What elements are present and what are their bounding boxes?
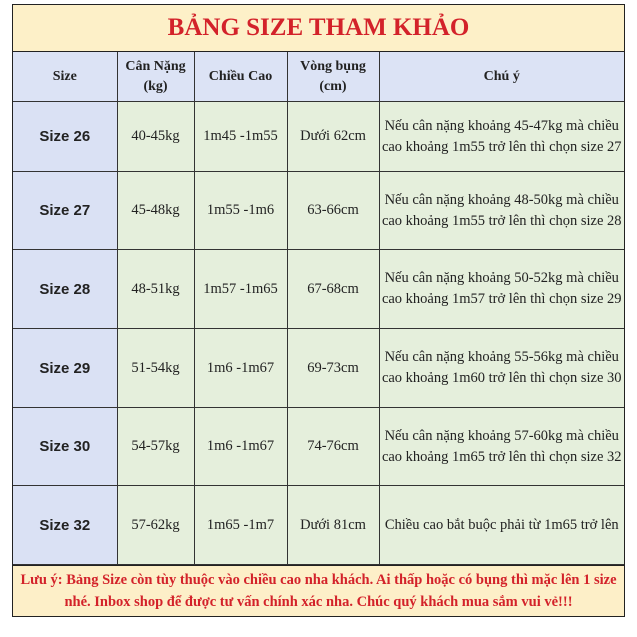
header-waist: Vòng bụng (cm)	[286, 52, 380, 102]
note-cell: Nếu cân nặng khoảng 45-47kg mà chiều cao…	[378, 101, 624, 172]
size-cell: Size 30	[13, 407, 118, 486]
table-row: Size 28 48-51kg 1m57 -1m65 67-68cm Nếu cân n…	[13, 249, 624, 329]
note-cell: Chiều cao bắt buộc phải từ 1m65 trở lên	[378, 485, 624, 565]
height-cell: 1m57 -1m65	[193, 249, 288, 329]
weight-cell: 40-45kg	[116, 101, 195, 172]
weight-cell: 51-54kg	[116, 328, 195, 408]
table-row: Size 26 40-45kg 1m45 -1m55 Dưới 62cm Nếu cân…	[13, 101, 624, 172]
header-note: Chú ý	[378, 52, 624, 102]
size-cell: Size 27	[13, 171, 118, 250]
size-cell: Size 29	[13, 328, 118, 408]
height-cell: 1m65 -1m7	[193, 485, 288, 565]
size-table: Size Cân Nặng (kg) Chiều Cao Vòng bụng (…	[13, 52, 624, 565]
height-cell: 1m6 -1m67	[193, 328, 288, 408]
height-cell: 1m45 -1m55	[193, 101, 288, 172]
header-height: Chiều Cao	[193, 52, 288, 102]
height-cell: 1m6 -1m67	[193, 407, 288, 486]
header-size: Size	[13, 52, 118, 102]
size-cell: Size 28	[13, 249, 118, 329]
weight-cell: 48-51kg	[116, 249, 195, 329]
size-chart: BẢNG SIZE THAM KHẢO Size Cân Nặng (kg) C…	[12, 4, 625, 617]
weight-cell: 57-62kg	[116, 485, 195, 565]
waist-cell: 63-66cm	[286, 171, 380, 250]
table-row: Size 29 51-54kg 1m6 -1m67 69-73cm Nếu cân nặ…	[13, 328, 624, 408]
header-weight: Cân Nặng (kg)	[116, 52, 195, 102]
weight-cell: 54-57kg	[116, 407, 195, 486]
height-cell: 1m55 -1m6	[193, 171, 288, 250]
size-cell: Size 32	[13, 485, 118, 565]
note-cell: Nếu cân nặng khoảng 55-56kg mà chiều cao…	[378, 328, 624, 408]
waist-cell: 67-68cm	[286, 249, 380, 329]
waist-cell: 74-76cm	[286, 407, 380, 486]
size-cell: Size 26	[13, 101, 118, 172]
table-row: Size 27 45-48kg 1m55 -1m6 63-66cm Nếu cân nặ…	[13, 171, 624, 250]
table-row: Size 32 57-62kg 1m65 -1m7 Dưới 81cm Chiều ca…	[13, 485, 624, 565]
waist-cell: 69-73cm	[286, 328, 380, 408]
footer-note: Lưu ý: Bảng Size còn tùy thuộc vào chiều…	[13, 565, 624, 616]
table-row: Size 30 54-57kg 1m6 -1m67 74-76cm Nếu cân nặ…	[13, 407, 624, 486]
header-row: Size Cân Nặng (kg) Chiều Cao Vòng bụng (…	[13, 52, 624, 102]
waist-cell: Dưới 81cm	[286, 485, 380, 565]
chart-title: BẢNG SIZE THAM KHẢO	[13, 5, 624, 52]
note-cell: Nếu cân nặng khoảng 57-60kg mà chiều cao…	[378, 407, 624, 486]
note-cell: Nếu cân nặng khoảng 50-52kg mà chiều cao…	[378, 249, 624, 329]
weight-cell: 45-48kg	[116, 171, 195, 250]
waist-cell: Dưới 62cm	[286, 101, 380, 172]
note-cell: Nếu cân nặng khoảng 48-50kg mà chiều cao…	[378, 171, 624, 250]
